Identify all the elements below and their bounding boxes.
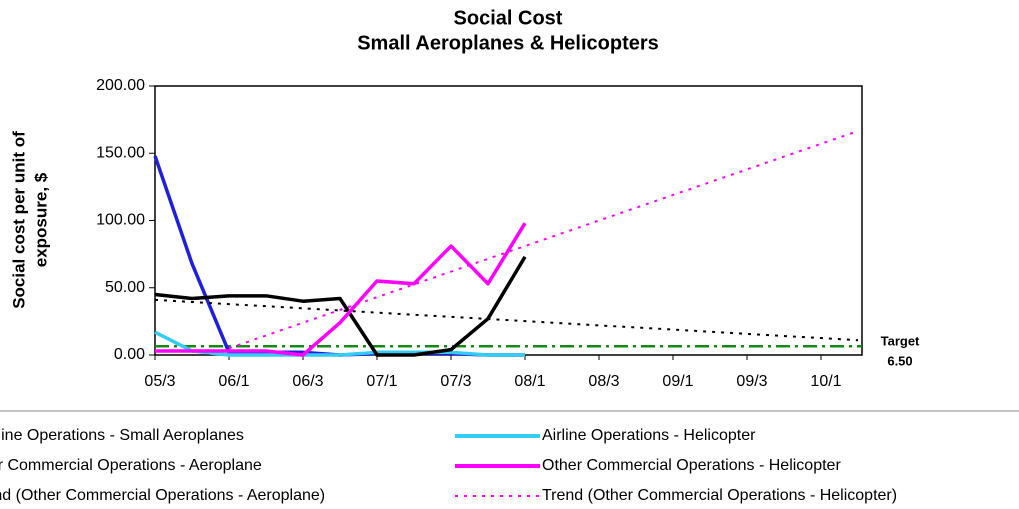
y-tick-label: 150.00 — [96, 144, 145, 161]
y-tick-label: 0.00 — [114, 346, 145, 363]
y-axis-label: Social cost per unit of — [9, 131, 28, 309]
legend-label: Airline Operations - Small Aeroplanes — [0, 427, 244, 444]
legend-label: Trend (Other Commercial Operations - Aer… — [0, 487, 325, 504]
x-tick-label: 06/3 — [292, 373, 323, 390]
series-line — [228, 130, 859, 350]
x-tick-label: 09/1 — [662, 373, 693, 390]
y-axis-label: exposure, $ — [31, 172, 50, 267]
legend-label: Trend (Other Commercial Operations - Hel… — [542, 487, 897, 504]
x-tick-label: 07/1 — [366, 373, 397, 390]
legend-label: Other Commercial Operations - Helicopter — [542, 457, 841, 474]
series-line — [154, 298, 859, 342]
x-tick-label: 06/1 — [218, 373, 249, 390]
x-tick-label: 05/3 — [144, 373, 175, 390]
chart-title: Social Cost — [454, 7, 563, 29]
x-tick-label: 09/3 — [736, 373, 767, 390]
plot-area — [154, 85, 863, 356]
y-tick-label: 100.00 — [96, 212, 145, 229]
x-tick-label: 07/3 — [440, 373, 471, 390]
y-tick-label: 200.00 — [96, 77, 145, 94]
chart-subtitle: Small Aeroplanes & Helicopters — [357, 32, 659, 54]
target-value-label: 6.50 — [887, 353, 912, 368]
x-tick-label: 08/3 — [588, 373, 619, 390]
target-label: Target — [881, 333, 920, 348]
series-line — [155, 222, 527, 357]
x-tick-label: 08/1 — [514, 373, 545, 390]
x-tick-label: 10/1 — [810, 373, 841, 390]
legend-label: Other Commercial Operations - Aeroplane — [0, 457, 262, 474]
series-line — [154, 255, 527, 357]
legend-label: Airline Operations - Helicopter — [542, 427, 756, 444]
series-line — [154, 330, 525, 357]
y-tick-label: 50.00 — [105, 279, 145, 296]
